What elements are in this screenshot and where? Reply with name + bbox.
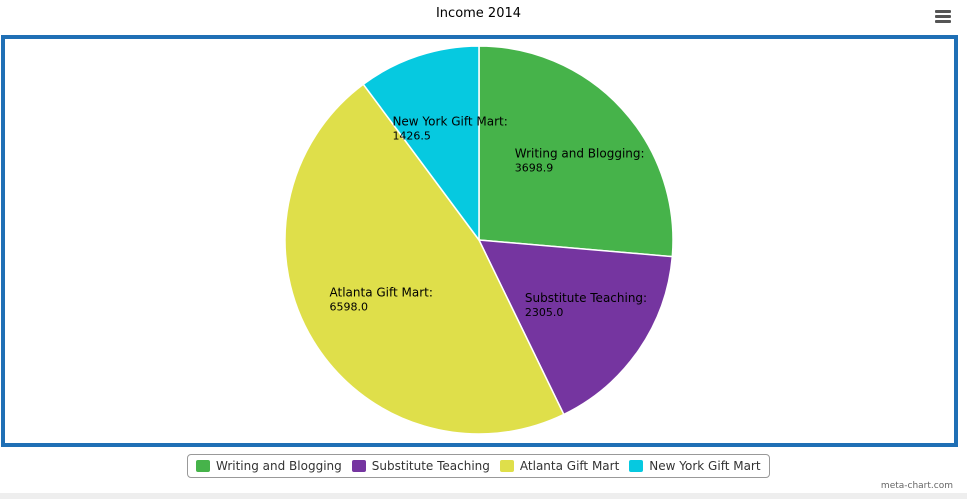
credit-text: meta-chart.com (880, 481, 953, 491)
pie-chart: Writing and Blogging:3698.9 Substitute Te… (284, 45, 674, 435)
pie-slice-atlanta-gift-mart[interactable] (284, 83, 565, 435)
data-label-new-york-gift-mart: New York Gift Mart:1426.5 (392, 114, 507, 142)
hamburger-menu-icon[interactable] (935, 10, 951, 23)
legend-label: Atlanta Gift Mart (519, 459, 620, 473)
data-label-name: Substitute Teaching: (525, 291, 647, 305)
legend-swatch (351, 460, 366, 472)
data-label-writing-and-blogging: Writing and Blogging:3698.9 (515, 146, 645, 174)
pie-slice-new-york-gift-mart[interactable] (362, 45, 480, 243)
data-label-value: 3698.9 (515, 161, 554, 174)
legend-label: Writing and Blogging (216, 459, 342, 473)
data-label-value: 2305.0 (525, 306, 564, 319)
data-label-value: 6598.0 (330, 300, 369, 313)
legend-item-writing-and-blogging[interactable]: Writing and Blogging (196, 459, 342, 473)
legend-item-new-york-gift-mart[interactable]: New York Gift Mart (629, 459, 761, 473)
legend-item-substitute-teaching[interactable]: Substitute Teaching (351, 459, 490, 473)
legend: Writing and Blogging Substitute Teaching… (187, 454, 770, 478)
legend-swatch (196, 460, 210, 472)
plot-area: Writing and Blogging: 3698.9 Substitute Te… (1, 35, 958, 447)
legend-swatch (629, 460, 644, 472)
legend-label: New York Gift Mart (649, 459, 761, 473)
chart-title: Income 2014 (435, 6, 522, 21)
data-label-name: Writing and Blogging: (515, 146, 645, 160)
legend-swatch (499, 460, 514, 472)
legend-label: Substitute Teaching (371, 459, 490, 473)
legend-item-atlanta-gift-mart[interactable]: Atlanta Gift Mart (499, 459, 620, 473)
data-label-substitute-teaching: Substitute Teaching:2305.0 (525, 291, 647, 319)
data-label-value: 1426.5 (392, 129, 431, 142)
pie-slice-writing-and-blogging[interactable] (478, 45, 674, 258)
bottom-strip (0, 493, 967, 499)
pie-slice-substitute-teaching[interactable] (477, 239, 674, 416)
data-label-name: Atlanta Gift Mart: (330, 285, 433, 299)
data-label-name: New York Gift Mart: (392, 114, 507, 128)
data-label-atlanta-gift-mart: Atlanta Gift Mart:6598.0 (330, 285, 433, 313)
